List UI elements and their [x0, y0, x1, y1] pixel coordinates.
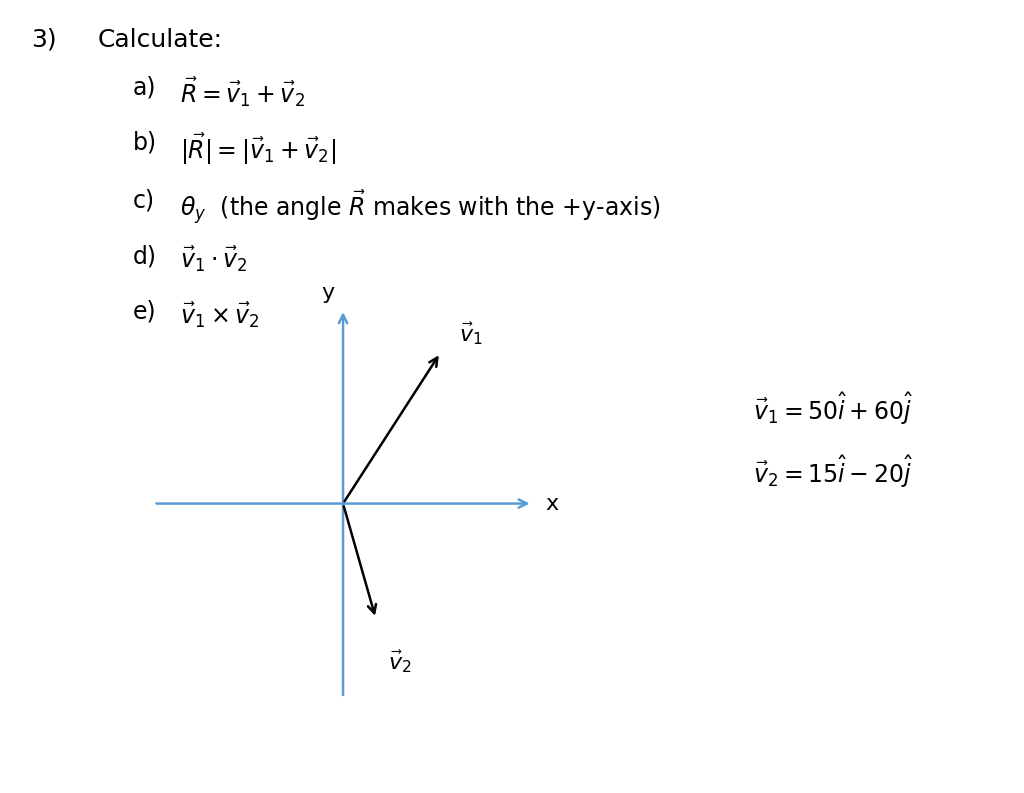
Text: $|\vec{R}| = |\vec{v}_1 + \vec{v}_2|$: $|\vec{R}| = |\vec{v}_1 + \vec{v}_2|$ — [180, 131, 337, 167]
Text: Calculate:: Calculate: — [97, 28, 222, 52]
Text: $\vec{R} = \vec{v}_1 + \vec{v}_2$: $\vec{R} = \vec{v}_1 + \vec{v}_2$ — [180, 75, 305, 109]
Text: $\theta_y$  (the angle $\vec{R}$ makes with the +y-axis): $\theta_y$ (the angle $\vec{R}$ makes wi… — [180, 189, 660, 227]
Text: $\vec{v}_1 \cdot \vec{v}_2$: $\vec{v}_1 \cdot \vec{v}_2$ — [180, 244, 248, 274]
Text: d): d) — [133, 244, 157, 268]
Text: $\vec{v}_2$: $\vec{v}_2$ — [388, 649, 412, 676]
Text: $\vec{v}_1 = 50\hat{i} + 60\hat{j}$: $\vec{v}_1 = 50\hat{i} + 60\hat{j}$ — [753, 390, 912, 427]
Text: $\vec{v}_1 \times \vec{v}_2$: $\vec{v}_1 \times \vec{v}_2$ — [180, 300, 260, 330]
Text: y: y — [322, 283, 335, 303]
Text: $\vec{v}_1$: $\vec{v}_1$ — [459, 320, 482, 347]
Text: c): c) — [133, 189, 156, 213]
Text: b): b) — [133, 131, 158, 155]
Text: e): e) — [133, 300, 157, 324]
Text: $\vec{v}_2 = 15\hat{i} - 20\hat{j}$: $\vec{v}_2 = 15\hat{i} - 20\hat{j}$ — [753, 454, 912, 490]
Text: x: x — [546, 493, 559, 514]
Text: a): a) — [133, 75, 157, 99]
Text: 3): 3) — [31, 28, 56, 52]
